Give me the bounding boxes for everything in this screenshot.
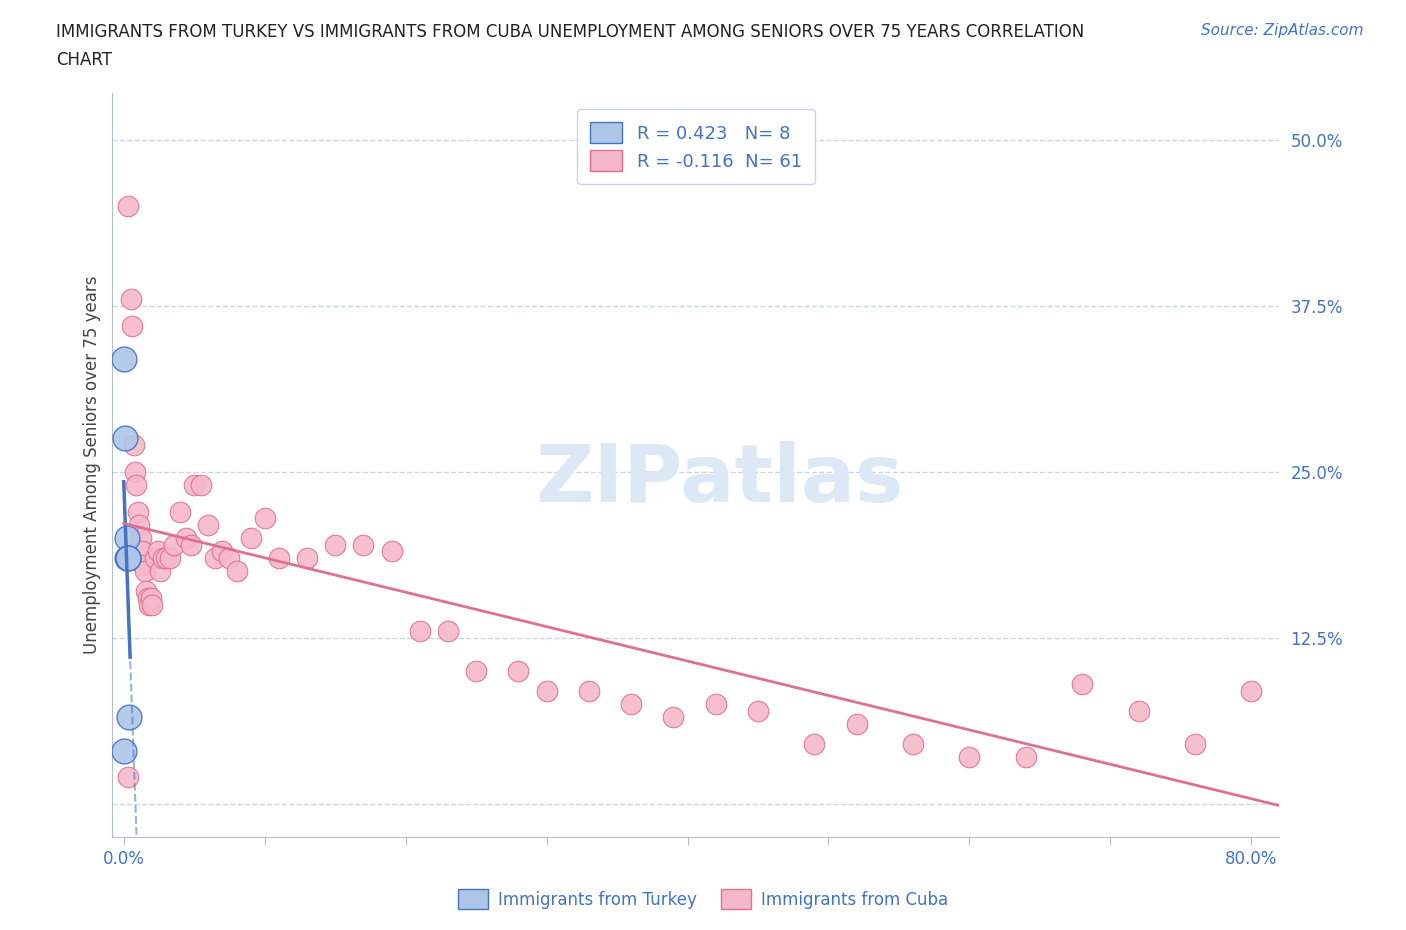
Point — [1128, 703, 1150, 718]
Point — [239, 531, 262, 546]
Point — [197, 517, 219, 532]
Point — [183, 477, 205, 492]
Point — [845, 717, 868, 732]
Point — [117, 198, 139, 213]
Text: CHART: CHART — [56, 51, 112, 69]
Point — [380, 544, 402, 559]
Point — [465, 663, 488, 678]
Point — [152, 551, 174, 565]
Text: IMMIGRANTS FROM TURKEY VS IMMIGRANTS FROM CUBA UNEMPLOYMENT AMONG SENIORS OVER 7: IMMIGRANTS FROM TURKEY VS IMMIGRANTS FRO… — [56, 23, 1084, 41]
Point — [134, 564, 156, 578]
Point — [747, 703, 769, 718]
Point — [128, 517, 150, 532]
Text: ZIPatlas: ZIPatlas — [536, 441, 904, 519]
Point — [159, 551, 181, 565]
Point — [138, 597, 160, 612]
Point — [211, 544, 233, 559]
Point — [117, 770, 139, 785]
Point — [323, 538, 346, 552]
Point — [120, 291, 142, 306]
Point — [508, 663, 530, 678]
Point — [267, 551, 290, 565]
Point — [174, 531, 197, 546]
Point — [114, 431, 136, 445]
Point — [190, 477, 212, 492]
Point — [146, 544, 169, 559]
Y-axis label: Unemployment Among Seniors over 75 years: Unemployment Among Seniors over 75 years — [83, 276, 101, 654]
Legend: R = 0.423   N= 8, R = -0.116  N= 61: R = 0.423 N= 8, R = -0.116 N= 61 — [578, 110, 814, 184]
Point — [135, 584, 157, 599]
Point — [169, 504, 191, 519]
Point — [662, 710, 685, 724]
Point — [180, 538, 202, 552]
Point — [163, 538, 186, 552]
Point — [117, 551, 139, 565]
Point — [901, 737, 924, 751]
Point — [409, 624, 432, 639]
Point — [204, 551, 226, 565]
Point — [114, 352, 136, 366]
Legend: Immigrants from Turkey, Immigrants from Cuba: Immigrants from Turkey, Immigrants from … — [449, 881, 957, 917]
Point — [122, 438, 145, 453]
Point — [139, 591, 162, 605]
Point — [132, 557, 155, 572]
Point — [1071, 677, 1094, 692]
Point — [218, 551, 240, 565]
Point — [143, 551, 166, 565]
Point — [1015, 750, 1038, 764]
Point — [295, 551, 318, 565]
Point — [1184, 737, 1206, 751]
Point — [352, 538, 374, 552]
Point — [115, 551, 138, 565]
Point — [131, 544, 153, 559]
Point — [129, 531, 152, 546]
Point — [125, 477, 148, 492]
Point — [803, 737, 825, 751]
Point — [149, 564, 172, 578]
Point — [155, 551, 177, 565]
Point — [115, 531, 138, 546]
Point — [118, 710, 141, 724]
Point — [121, 318, 143, 333]
Point — [704, 697, 727, 711]
Point — [437, 624, 460, 639]
Point — [225, 564, 247, 578]
Point — [127, 504, 149, 519]
Point — [124, 464, 146, 479]
Point — [253, 511, 276, 525]
Point — [1240, 684, 1263, 698]
Point — [620, 697, 643, 711]
Point — [957, 750, 980, 764]
Point — [141, 597, 163, 612]
Point — [578, 684, 600, 698]
Text: Source: ZipAtlas.com: Source: ZipAtlas.com — [1201, 23, 1364, 38]
Point — [117, 551, 139, 565]
Point — [114, 743, 136, 758]
Point — [136, 591, 159, 605]
Point — [536, 684, 558, 698]
